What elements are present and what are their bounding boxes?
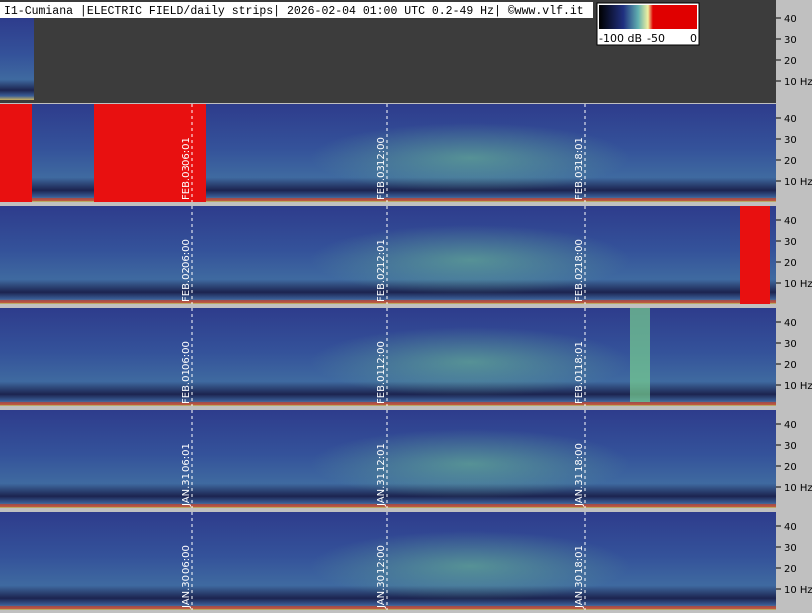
marker-time: 06:00 [181,545,192,574]
freq-label: 30 [784,35,797,46]
marker-date: JAN.30 [181,575,192,609]
freq-label: 20 [784,360,797,371]
marker-time: 06:01 [181,443,192,472]
signal-burst [630,308,650,402]
marker-date: FEB.01 [574,369,585,404]
marker-time: 18:01 [574,137,585,166]
freq-label: 10 Hz [784,177,812,188]
freq-label: 20 [784,564,797,575]
freq-label: 20 [784,462,797,473]
colorbar-label: -100 dB [599,32,642,45]
marker-date: FEB.02 [376,267,387,302]
marker-date: JAN.31 [574,473,585,507]
freq-label: 40 [784,522,797,533]
freq-label: 10 Hz [784,585,812,596]
freq-label: 30 [784,237,797,248]
freq-label: 40 [784,114,797,125]
freq-label: 20 [784,156,797,167]
freq-label: 30 [784,441,797,452]
freq-label: 10 Hz [784,77,812,88]
marker-time: 12:00 [376,341,387,370]
freq-label: 10 Hz [784,279,812,290]
marker-date: JAN.30 [574,575,585,609]
marker-date: JAN.31 [376,473,387,507]
marker-date: JAN.30 [376,575,387,609]
thumbnail [0,18,34,100]
title: I1-Cumiana |ELECTRIC FIELD/daily strips|… [4,5,584,18]
freq-label: 20 [784,258,797,269]
signal-glow [310,326,630,397]
strips: FEB.0306:01FEB.0312:00FEB.0318:01FEB.020… [0,104,776,610]
marker-date: FEB.02 [181,267,192,302]
freq-label: 40 [784,216,797,227]
marker-time: 18:00 [574,443,585,472]
signal-glow [310,428,630,499]
freq-label: 30 [784,135,797,146]
saturated-region [740,206,770,304]
colorbar [599,5,697,29]
marker-date: FEB.03 [574,165,585,200]
noise-floor [0,300,776,303]
marker-time: 18:00 [574,239,585,268]
freq-label: 40 [784,318,797,329]
marker-time: 18:01 [574,341,585,370]
freq-label: 30 [784,543,797,554]
noise-floor [0,198,776,201]
marker-time: 06:00 [181,341,192,370]
freq-label: 20 [784,56,797,67]
noise-floor [0,402,776,405]
marker-date: FEB.02 [574,267,585,302]
freq-label: 40 [784,420,797,431]
noise-floor [0,606,776,609]
freq-label: 30 [784,339,797,350]
saturated-region [94,104,154,202]
saturated-region [0,104,32,202]
marker-date: FEB.01 [376,369,387,404]
marker-time: 06:00 [181,239,192,268]
marker-time: 12:00 [376,545,387,574]
marker-date: JAN.31 [181,473,192,507]
signal-glow [310,224,630,295]
freq-label: 40 [784,14,797,25]
marker-time: 18:01 [574,545,585,574]
marker-time: 12:00 [376,137,387,166]
marker-date: FEB.03 [181,165,192,200]
freq-label: 10 Hz [784,381,812,392]
marker-date: FEB.03 [376,165,387,200]
title-box [0,2,593,18]
signal-glow [310,122,630,193]
colorbar-label: 0 [690,32,697,45]
marker-time: 06:01 [181,137,192,166]
saturated-region [148,104,206,202]
signal-glow [310,530,630,601]
colorbar-label: -50 [647,32,665,45]
marker-date: FEB.01 [181,369,192,404]
freq-label: 10 Hz [784,483,812,494]
marker-time: 12:01 [376,239,387,268]
noise-floor [0,504,776,507]
marker-time: 12:01 [376,443,387,472]
